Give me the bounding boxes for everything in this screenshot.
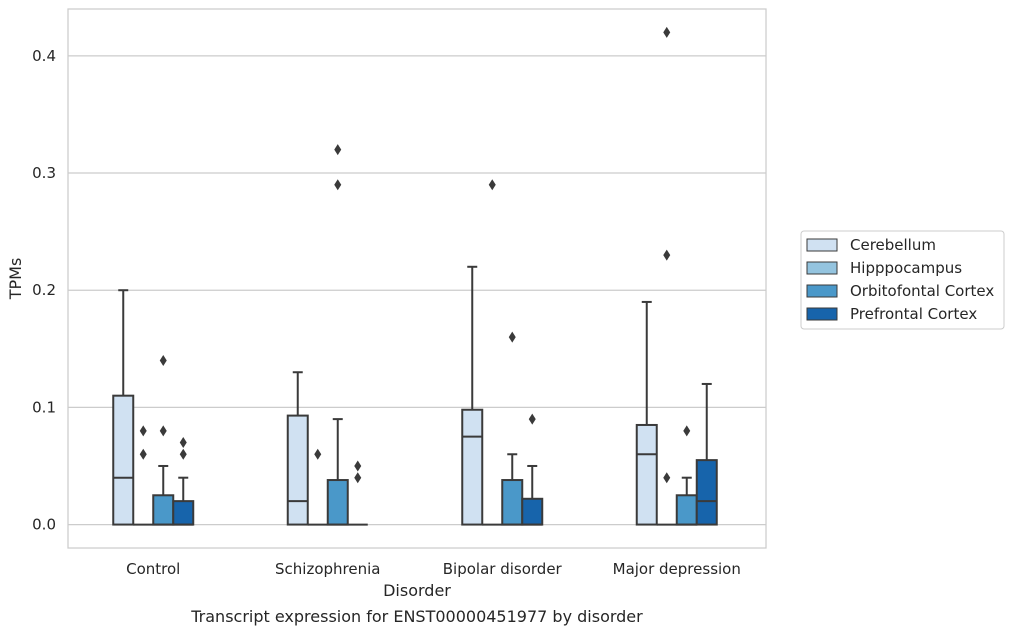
legend-label: Cerebellum [850, 236, 936, 254]
outlier-marker [683, 425, 691, 437]
box-rect [286, 414, 309, 526]
outlier-marker [528, 413, 536, 425]
outlier-marker [139, 448, 147, 460]
outlier-marker [179, 437, 187, 449]
legend-label: Hipppocampus [850, 259, 962, 277]
outlier-marker [663, 26, 671, 38]
outlier-marker [314, 448, 322, 460]
box-orbitofontal-cortex [326, 144, 349, 526]
box-rect [521, 497, 544, 526]
x-tick-label: Schizophrenia [275, 560, 380, 578]
y-tick-label: 0.1 [32, 398, 56, 416]
legend-label: Prefrontal Cortex [850, 305, 977, 323]
box-rect [172, 500, 195, 526]
box-cerebellum [112, 289, 135, 526]
outlier-marker [159, 425, 167, 437]
outlier-marker [139, 425, 147, 437]
legend: Cerebellum Hipppocampus Orbitofontal Corte… [800, 230, 1005, 330]
y-tick-labels: 0.0 0.1 0.2 0.3 0.4 [32, 47, 56, 534]
box-rect [675, 494, 698, 526]
outlier-marker [159, 355, 167, 367]
y-tick-label: 0.0 [32, 516, 56, 534]
outlier-marker [179, 448, 187, 460]
legend-item: Orbitofontal Cortex [806, 282, 994, 300]
box-rect [326, 479, 349, 526]
box-cerebellum [461, 265, 484, 526]
legend-swatch [806, 307, 838, 321]
box-hipppocampus [133, 425, 154, 526]
outlier-marker [354, 472, 362, 484]
legend-items: Cerebellum Hipppocampus Orbitofontal Corte… [806, 236, 994, 323]
box-rect [152, 494, 175, 526]
box-prefrontal-cortex [695, 382, 718, 526]
box-orbitofontal-cortex [152, 355, 175, 526]
outlier-marker [508, 331, 516, 343]
box-rect [695, 459, 718, 526]
y-axis-label: TPMs [6, 258, 25, 301]
legend-item: Prefrontal Cortex [806, 305, 977, 323]
legend-frame [800, 230, 1005, 330]
box-rect [461, 408, 484, 526]
y-tick-label: 0.3 [32, 164, 56, 182]
outlier-marker [488, 179, 496, 191]
boxes [112, 26, 718, 526]
x-tick-label: Control [126, 560, 180, 578]
legend-item: Cerebellum [806, 236, 936, 254]
box-hipppocampus [656, 26, 677, 526]
x-tick-labels: Control Schizophrenia Bipolar disorder Majo… [126, 560, 741, 578]
legend-swatch [806, 284, 838, 298]
outlier-marker [334, 144, 342, 156]
box-hipppocampus [307, 448, 328, 526]
y-tick-label: 0.2 [32, 281, 56, 299]
box-prefrontal-cortex [347, 460, 368, 526]
x-axis-label: Disorder [383, 581, 451, 600]
box-cerebellum [635, 300, 658, 526]
box-orbitofontal-cortex [675, 425, 698, 526]
plot-area-frame [67, 8, 767, 549]
outlier-marker [334, 179, 342, 191]
x-tick-label: Bipolar disorder [443, 560, 563, 578]
box-orbitofontal-cortex [501, 331, 524, 526]
x-tick-label: Major depression [613, 560, 741, 578]
legend-item: Hipppocampus [806, 259, 962, 277]
box-hipppocampus [482, 179, 503, 526]
box-rect [112, 394, 135, 526]
box-rect [501, 479, 524, 526]
box-cerebellum [286, 371, 309, 526]
chart-caption: Transcript expression for ENST0000045197… [190, 607, 643, 626]
outlier-marker [663, 472, 671, 484]
y-tick-label: 0.4 [32, 47, 56, 65]
box-rect [635, 423, 658, 526]
outlier-marker [663, 249, 671, 261]
legend-swatch [806, 261, 838, 275]
box-prefrontal-cortex [172, 437, 195, 526]
legend-swatch [806, 238, 838, 252]
outlier-marker [354, 460, 362, 472]
gridlines [68, 55, 766, 526]
box-prefrontal-cortex [521, 413, 544, 526]
legend-label: Orbitofontal Cortex [850, 282, 994, 300]
